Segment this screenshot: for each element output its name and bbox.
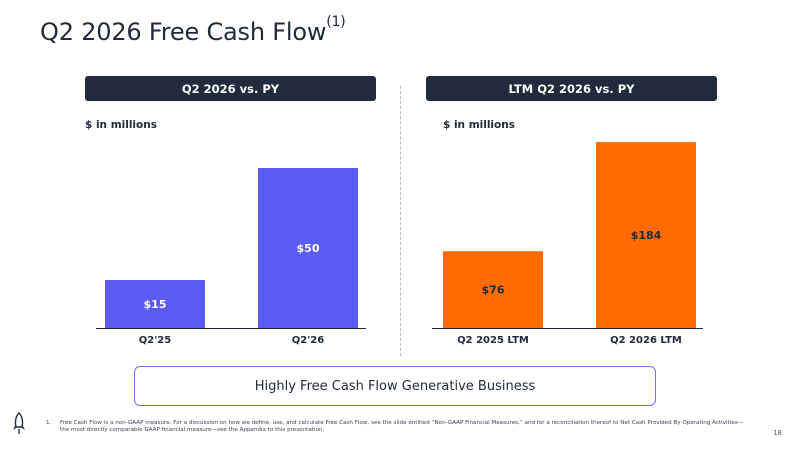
footnote-text: Free Cash Flow is a non-GAAP measure. Fo… — [60, 420, 744, 434]
bar-value-label: $184 — [631, 229, 662, 242]
bar-q2-26 — [258, 168, 358, 328]
x-tick-label: Q2 2025 LTM — [457, 335, 529, 346]
bar-value-label: $15 — [144, 298, 167, 311]
footnote-number: 1. — [46, 420, 52, 426]
bar-value-label: $76 — [482, 284, 505, 297]
panel-divider — [400, 86, 401, 356]
bar-q2-25 — [105, 280, 205, 328]
footnote-ref: (1) — [326, 14, 346, 30]
x-tick-label: Q2 2026 LTM — [610, 335, 682, 346]
bar-value-label: $50 — [297, 242, 320, 255]
page-number: 18 — [773, 429, 782, 437]
footnote: 1. Free Cash Flow is a non-GAAP measure.… — [46, 420, 746, 434]
page-title-text: Q2 2026 Free Cash Flow — [40, 18, 327, 46]
x-tick-label: Q2'25 — [139, 335, 171, 346]
x-tick-label: Q2'26 — [292, 335, 324, 346]
summary-banner: Highly Free Cash Flow Generative Busines… — [134, 366, 656, 406]
left-panel-header: Q2 2026 vs. PY — [85, 76, 376, 101]
page-title: Q2 2026 Free Cash Flow(1) — [40, 14, 346, 46]
right-panel-header: LTM Q2 2026 vs. PY — [426, 76, 717, 101]
rocket-logo-icon — [13, 412, 25, 434]
bar-q2-2026-ltm — [596, 142, 696, 328]
right-unit-label: $ in millions — [443, 119, 515, 131]
left-unit-label: $ in millions — [85, 119, 157, 131]
bar-q2-2025-ltm — [443, 251, 543, 328]
